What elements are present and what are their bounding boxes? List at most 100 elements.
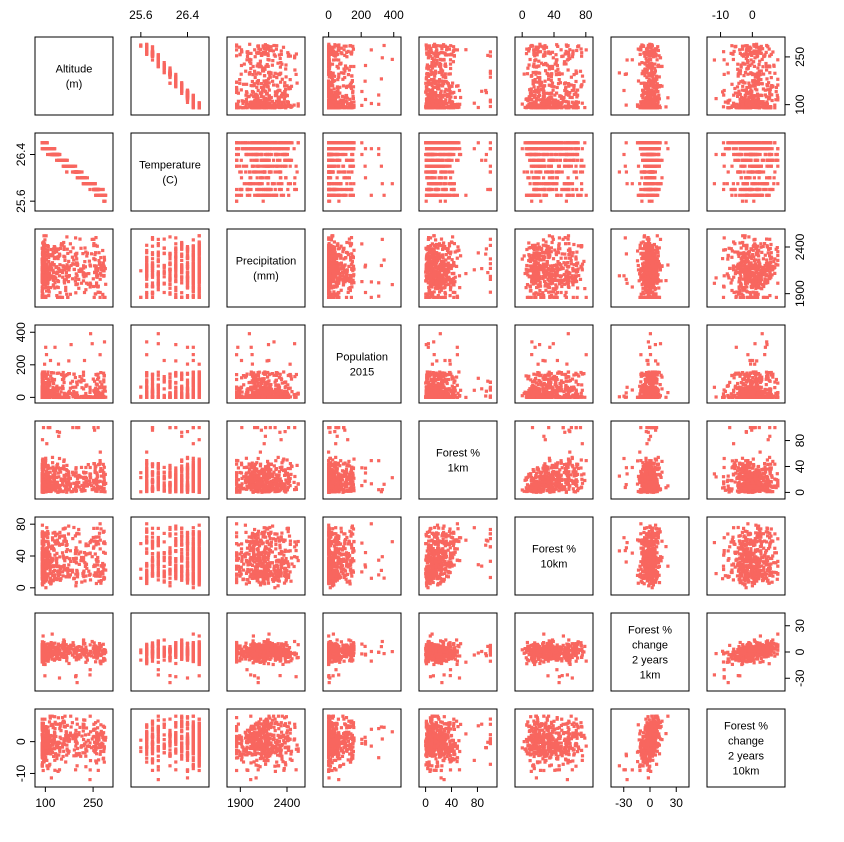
data-point [743,70,748,75]
data-point [452,45,456,49]
data-point [334,94,338,98]
data-point [278,182,282,186]
data-point [255,152,260,157]
data-point [647,106,651,110]
data-point [773,103,777,107]
data-point [274,104,278,108]
data-point [156,64,160,69]
data-point [266,52,270,56]
diagonal-label: 2 years [728,751,765,763]
data-point [377,93,381,97]
data-point [552,85,556,89]
data-point [655,77,659,81]
data-point [741,53,745,58]
data-point [534,45,538,49]
data-point [437,187,441,192]
data-point [648,53,652,58]
data-point [542,47,546,51]
panel-c1-c1 [610,612,690,692]
data-point [275,44,279,48]
data-point [757,106,762,110]
data-point [426,80,430,84]
data-point [426,67,431,71]
data-point [640,61,644,65]
data-point [752,64,756,68]
data-point [331,170,335,174]
data-point [350,164,354,168]
data-point [745,99,749,103]
data-point [238,53,242,57]
data-point [580,187,584,192]
data-point [344,93,349,98]
data-point [768,95,772,100]
data-point [294,164,298,168]
data-point [327,48,331,52]
data-point [343,95,347,99]
data-point [580,54,584,58]
data-point [369,193,373,197]
data-point [636,79,641,83]
data-point [279,193,283,197]
data-point [427,82,431,86]
data-point [251,141,255,145]
data-point [261,45,265,49]
data-point [265,63,269,67]
data-point [259,91,263,95]
data-point [379,77,383,81]
data-point [762,72,766,76]
data-point [439,176,444,180]
data-point [331,71,335,75]
data-point [236,141,240,145]
data-point [433,71,438,75]
data-point [647,72,651,76]
data-point [524,106,528,110]
data-point [343,187,347,192]
data-point [347,68,351,72]
data-point [162,71,166,75]
data-point [549,100,553,105]
data-point [452,105,456,109]
data-point [443,170,447,174]
data-point [437,152,442,157]
data-point [640,43,644,47]
data-point [446,88,450,92]
data-point [331,84,335,88]
data-point [651,91,655,95]
data-point [382,43,386,48]
data-point [645,106,649,110]
panel-layer: Altitude(m)Temperature(C)Precipitation(m… [34,36,786,788]
data-point [327,164,331,168]
panel-alt-alt [34,36,114,116]
data-point [342,147,346,151]
data-point [253,182,257,186]
data-point [767,47,771,51]
data-point [648,79,652,83]
data-point [253,98,257,102]
data-point [566,68,570,72]
data-point [263,103,267,108]
data-point [347,176,351,180]
data-point [269,187,273,192]
data-point [735,85,740,89]
data-point [327,75,331,79]
data-point [279,52,283,56]
data-point [281,141,285,145]
data-point [382,193,386,197]
data-point [543,79,547,83]
data-point [255,64,259,68]
data-point [642,89,646,94]
data-point [261,187,265,192]
data-point [156,54,160,58]
data-point [443,74,447,78]
data-point [424,193,429,197]
data-point [739,65,743,69]
data-point [185,100,190,104]
data-point [644,91,648,95]
data-point [572,170,576,174]
data-point [451,182,455,186]
data-point [424,164,428,168]
data-point [337,106,341,110]
panel-f10-c10 [706,516,786,596]
data-point [259,152,263,157]
data-point [529,74,533,78]
